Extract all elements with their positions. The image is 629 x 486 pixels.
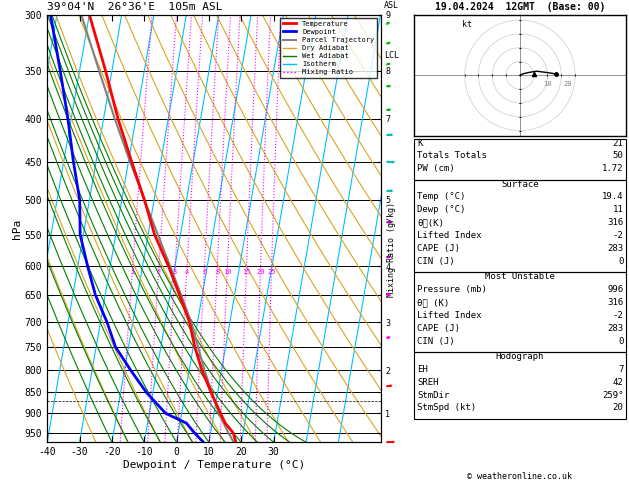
Text: 283: 283 — [607, 324, 623, 333]
Text: 20: 20 — [613, 403, 623, 413]
Text: 20: 20 — [564, 81, 572, 87]
Text: StmSpd (kt): StmSpd (kt) — [417, 403, 476, 413]
Text: -2: -2 — [613, 311, 623, 320]
Text: EH: EH — [417, 364, 428, 374]
Text: 42: 42 — [613, 378, 623, 387]
Text: © weatheronline.co.uk: © weatheronline.co.uk — [467, 472, 572, 481]
Text: Surface: Surface — [501, 180, 538, 189]
Text: StmDir: StmDir — [417, 391, 449, 399]
Text: 316: 316 — [607, 298, 623, 307]
Text: 4: 4 — [185, 269, 189, 275]
Text: 283: 283 — [607, 244, 623, 253]
Legend: Temperature, Dewpoint, Parcel Trajectory, Dry Adiabat, Wet Adiabat, Isotherm, Mi: Temperature, Dewpoint, Parcel Trajectory… — [280, 18, 377, 78]
Text: CAPE (J): CAPE (J) — [417, 244, 460, 253]
Text: 2: 2 — [157, 269, 161, 275]
Text: Lifted Index: Lifted Index — [417, 231, 482, 240]
Text: Pressure (mb): Pressure (mb) — [417, 285, 487, 294]
Text: Dewp (°C): Dewp (°C) — [417, 205, 465, 214]
Text: 259°: 259° — [602, 391, 623, 399]
Text: 10: 10 — [223, 269, 231, 275]
Text: 316: 316 — [607, 218, 623, 227]
Text: 25: 25 — [267, 269, 276, 275]
Text: θᴇ(K): θᴇ(K) — [417, 218, 444, 227]
Text: 1.72: 1.72 — [602, 164, 623, 174]
Text: 39°04'N  26°36'E  105m ASL: 39°04'N 26°36'E 105m ASL — [47, 2, 223, 13]
Text: PW (cm): PW (cm) — [417, 164, 455, 174]
Text: 996: 996 — [607, 285, 623, 294]
Text: km
ASL: km ASL — [384, 0, 399, 10]
Text: Totals Totals: Totals Totals — [417, 152, 487, 160]
Text: 8: 8 — [215, 269, 220, 275]
Text: 19.4: 19.4 — [602, 192, 623, 202]
Y-axis label: hPa: hPa — [12, 218, 22, 239]
Text: 7: 7 — [618, 364, 623, 374]
Text: -2: -2 — [613, 231, 623, 240]
Text: CIN (J): CIN (J) — [417, 257, 455, 266]
Text: Temp (°C): Temp (°C) — [417, 192, 465, 202]
Text: 21: 21 — [613, 139, 623, 148]
Text: 50: 50 — [613, 152, 623, 160]
Text: 0: 0 — [618, 337, 623, 346]
Text: 0: 0 — [618, 257, 623, 266]
Text: 11: 11 — [613, 205, 623, 214]
Text: Lifted Index: Lifted Index — [417, 311, 482, 320]
Text: CAPE (J): CAPE (J) — [417, 324, 460, 333]
Text: LCL: LCL — [384, 52, 399, 60]
Text: Mixing Ratio (g/kg): Mixing Ratio (g/kg) — [387, 202, 396, 297]
Text: 15: 15 — [242, 269, 251, 275]
Text: SREH: SREH — [417, 378, 438, 387]
Text: 20: 20 — [256, 269, 265, 275]
Text: Hodograph: Hodograph — [496, 352, 544, 361]
Text: CIN (J): CIN (J) — [417, 337, 455, 346]
Text: K: K — [417, 139, 423, 148]
Text: 3: 3 — [173, 269, 177, 275]
Text: 10: 10 — [543, 81, 552, 87]
Text: θᴇ (K): θᴇ (K) — [417, 298, 449, 307]
Text: Most Unstable: Most Unstable — [485, 272, 555, 281]
Text: 19.04.2024  12GMT  (Base: 00): 19.04.2024 12GMT (Base: 00) — [435, 2, 605, 12]
X-axis label: Dewpoint / Temperature (°C): Dewpoint / Temperature (°C) — [123, 460, 305, 470]
Text: kt: kt — [462, 20, 472, 29]
Text: 6: 6 — [203, 269, 206, 275]
Text: 1: 1 — [131, 269, 135, 275]
